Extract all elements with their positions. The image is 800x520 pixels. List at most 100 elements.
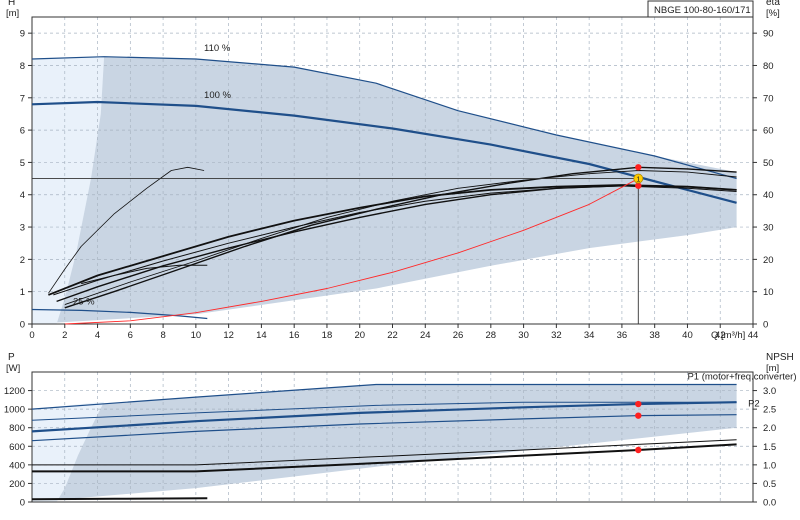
series-line [31, 497, 208, 501]
series-line [48, 166, 205, 294]
x-tick-label: 8 [160, 330, 165, 341]
y-tick-label: 8 [20, 61, 25, 72]
x-tick-label: 22 [387, 330, 398, 341]
annotation: P1 (motor+freq.converter) [687, 371, 796, 382]
series-line [31, 383, 737, 410]
y-tick-label: 200 [9, 479, 25, 490]
y-tick-label: 2 [20, 255, 25, 266]
x-tick-label: 28 [486, 330, 497, 341]
series-line [31, 56, 737, 180]
x-tick-label: 18 [322, 330, 333, 341]
y-right-tick-label: 0.0 [763, 498, 776, 509]
title-box [647, 0, 754, 18]
head-efficiency-panel: 01234567890102030405060708090H[m]eta[%]1… [6, 0, 780, 341]
x-tick-label: 14 [256, 330, 267, 341]
y-right-tick-label: 80 [763, 61, 774, 72]
y-tick-label: 1200 [4, 386, 25, 397]
y-right-tick-label: 1.0 [763, 460, 776, 471]
x-tick-label: 2 [62, 330, 67, 341]
x-tick-label: 40 [682, 330, 693, 341]
series-line [31, 401, 737, 421]
y-tick-label: 9 [20, 29, 25, 40]
series-line [64, 166, 737, 309]
y-right-axis-unit: [m] [766, 363, 779, 374]
x-axis-title: Q [m³/h] [711, 330, 745, 341]
x-tick-label: 12 [223, 330, 234, 341]
operating-area [32, 384, 737, 502]
x-tick-label: 26 [453, 330, 464, 341]
chart-title: NBGE 100-80-160/171 [654, 5, 751, 16]
y-tick-label: 3 [20, 223, 25, 234]
series-line [32, 443, 737, 473]
operating-area-left [32, 56, 105, 324]
y-axis-unit: [m] [6, 8, 19, 19]
y-tick-label: 800 [9, 423, 25, 434]
y-tick-label: 0 [20, 320, 25, 331]
y-axis-unit: [W] [6, 363, 20, 374]
x-tick-label: 36 [617, 330, 628, 341]
operating-point-label: 1 [636, 175, 640, 184]
series-line [31, 414, 737, 442]
operating-area-left [32, 401, 105, 502]
x-tick-label: 42 [715, 330, 726, 341]
y-right-tick-label: 3.0 [763, 386, 776, 397]
operating-point-marker [635, 400, 642, 408]
x-tick-label: 30 [518, 330, 529, 341]
x-tick-label: 32 [551, 330, 562, 341]
series-line [81, 264, 208, 285]
operating-point-marker [635, 182, 642, 189]
y-tick-label: 4 [20, 190, 25, 201]
x-tick-label: 6 [128, 330, 133, 341]
y-tick-label: 1000 [4, 405, 25, 416]
series-line [31, 100, 737, 204]
plot-frame [31, 371, 754, 503]
y-right-tick-label: 10 [763, 287, 774, 298]
y-right-axis-unit: [%] [766, 8, 780, 19]
series-line [31, 308, 208, 320]
y-right-tick-label: 20 [763, 255, 774, 266]
power-npsh-panel: 0 200 400 600 800 1000 1200 0.0 0.5 1.0 1.5 2.0 2.5 3… [4, 352, 797, 509]
y-right-tick-label: 70 [763, 93, 774, 104]
operating-point-marker [635, 164, 642, 171]
x-tick-label: 24 [420, 330, 431, 341]
operating-point-marker [635, 412, 642, 419]
x-tick-label: 34 [584, 330, 595, 341]
series-line [64, 178, 639, 325]
y-tick-label: 1 [20, 287, 25, 298]
annotation: P2 [748, 398, 760, 409]
series-line [56, 184, 737, 303]
y-right-tick-label: 60 [763, 126, 774, 137]
series-line [31, 401, 737, 433]
x-tick-label: 4 [95, 330, 100, 341]
series-line [32, 439, 737, 466]
x-tick-label: 16 [289, 330, 300, 341]
y-tick-label: 5 [20, 158, 25, 169]
operating-point-marker [635, 446, 642, 454]
y-right-axis-title: eta [766, 0, 780, 8]
series-line [64, 170, 737, 306]
y-right-tick-label: 90 [763, 29, 774, 40]
annotation: 25 % [73, 297, 95, 308]
y-right-tick-label: 2.5 [763, 405, 776, 416]
y-right-tick-label: 1.5 [763, 442, 776, 453]
y-right-axis-title: NPSH [766, 352, 794, 363]
y-tick-label: 6 [20, 126, 25, 137]
y-tick-label: 400 [9, 460, 25, 471]
y-tick-label: 7 [20, 93, 25, 104]
y-axis-title: H [8, 0, 15, 8]
y-right-tick-label: 2.0 [763, 423, 776, 434]
x-tick-label: 38 [649, 330, 660, 341]
y-right-tick-label: 40 [763, 190, 774, 201]
y-right-tick-label: 30 [763, 223, 774, 234]
annotation: 100 % [204, 90, 231, 101]
y-tick-label: 600 [9, 442, 25, 453]
y-tick-label: 0 [20, 498, 25, 509]
x-tick-label: 0 [29, 330, 34, 341]
y-right-tick-label: 0.5 [763, 479, 776, 490]
x-tick-label: 20 [354, 330, 365, 341]
y-right-tick-label: 0 [763, 320, 768, 331]
y-axis-title: P [8, 352, 15, 363]
x-tick-label: 44 [748, 330, 759, 341]
y-right-tick-label: 50 [763, 158, 774, 169]
